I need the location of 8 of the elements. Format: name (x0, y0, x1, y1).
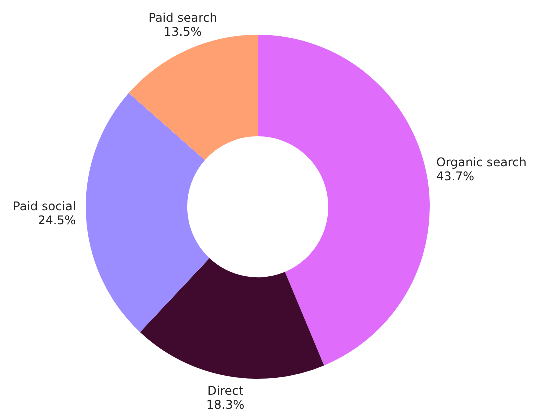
data-label: 24.5% (38, 214, 76, 228)
data-label: 13.5% (164, 25, 202, 40)
slice-label: Direct (208, 384, 244, 398)
slice-label: Organic search (436, 155, 527, 170)
slice-label: Paid social (13, 200, 76, 214)
data-label: 18.3% (206, 398, 245, 412)
data-label: 43.7% (436, 169, 475, 184)
slice-label: Paid search (148, 11, 218, 26)
